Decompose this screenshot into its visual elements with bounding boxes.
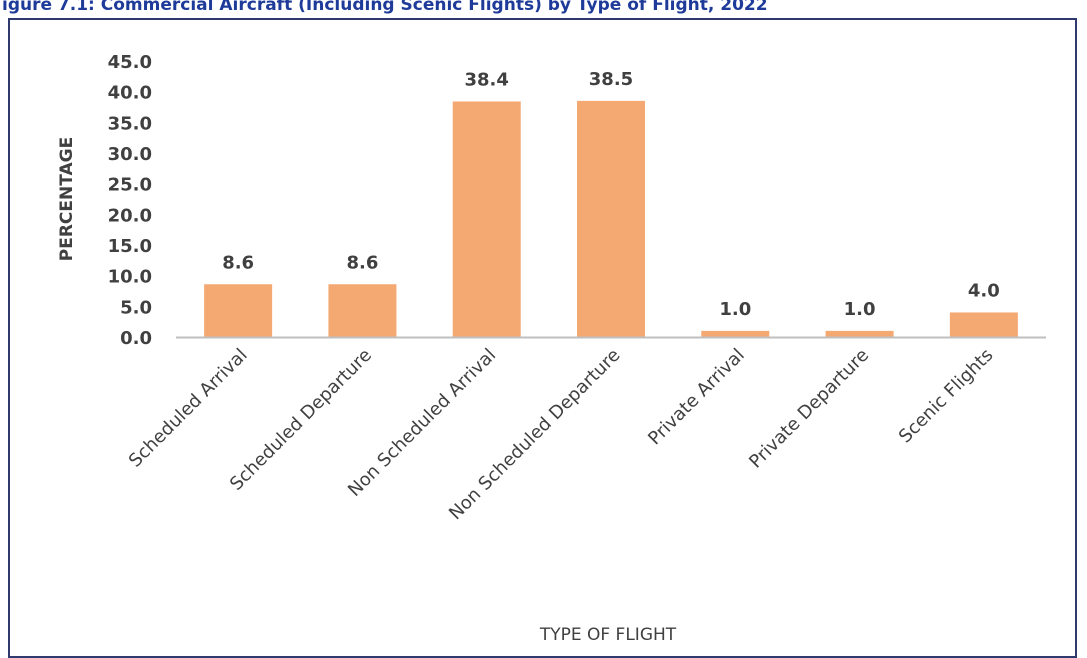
y-tick-label: 0.0 — [120, 328, 152, 349]
bar — [577, 100, 645, 337]
y-tick-label: 15.0 — [108, 236, 152, 257]
y-tick-label: 45.0 — [108, 52, 152, 73]
y-tick-label: 40.0 — [108, 83, 152, 104]
data-label: 1.0 — [719, 299, 751, 320]
y-tick-label: 30.0 — [108, 144, 152, 165]
y-tick-label: 20.0 — [108, 205, 152, 226]
data-label: 4.0 — [968, 280, 1000, 301]
y-tick-label: 35.0 — [108, 113, 152, 134]
y-tick-label: 5.0 — [120, 297, 152, 318]
y-axis-title: PERCENTAGE — [57, 137, 77, 261]
category-label: Scheduled Departure — [226, 345, 376, 495]
x-axis-title: TYPE OF FLIGHT — [539, 625, 677, 645]
bar — [328, 284, 397, 337]
y-tick-label: 10.0 — [108, 267, 152, 288]
category-label: Private Departure — [745, 345, 873, 473]
category-label: Scheduled Arrival — [125, 345, 252, 472]
bar — [701, 330, 770, 337]
y-tick-label: 25.0 — [108, 175, 152, 196]
data-label: 38.4 — [465, 69, 509, 90]
figure-caption: igure 7.1: Commercial Aircraft (Includin… — [2, 0, 768, 15]
data-label: 1.0 — [844, 299, 876, 320]
category-label: Scenic Flights — [895, 345, 998, 448]
category-label: Private Arrival — [644, 345, 749, 450]
data-label: 38.5 — [589, 69, 633, 90]
bar — [204, 284, 273, 337]
bar — [825, 330, 894, 337]
bar — [452, 101, 521, 337]
data-label: 8.6 — [346, 252, 378, 273]
bar — [949, 312, 1018, 337]
data-label: 8.6 — [222, 252, 254, 273]
